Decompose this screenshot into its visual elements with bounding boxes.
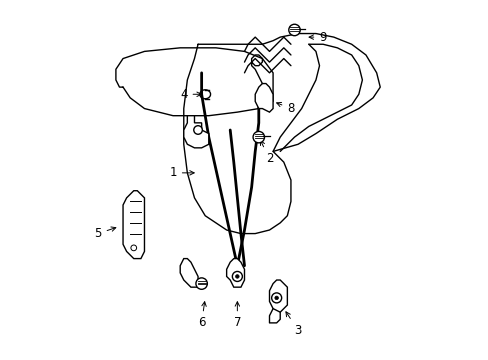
Circle shape — [193, 126, 202, 134]
Text: 6: 6 — [198, 302, 206, 329]
Polygon shape — [123, 191, 144, 258]
Polygon shape — [226, 258, 244, 287]
Polygon shape — [255, 84, 272, 112]
Polygon shape — [269, 280, 287, 312]
Text: 1: 1 — [169, 166, 194, 179]
Text: 5: 5 — [94, 227, 116, 240]
Text: 9: 9 — [308, 31, 326, 44]
Text: 3: 3 — [285, 312, 301, 337]
Text: 8: 8 — [276, 102, 294, 115]
Circle shape — [196, 278, 207, 289]
Circle shape — [131, 245, 136, 251]
Polygon shape — [180, 258, 198, 287]
Circle shape — [274, 296, 278, 300]
Circle shape — [235, 275, 239, 278]
Circle shape — [232, 271, 242, 282]
Text: 4: 4 — [180, 88, 201, 101]
Text: 7: 7 — [233, 302, 241, 329]
Text: 2: 2 — [260, 141, 273, 165]
Circle shape — [271, 293, 281, 303]
Polygon shape — [183, 116, 208, 148]
Circle shape — [253, 131, 264, 143]
Circle shape — [288, 24, 300, 36]
